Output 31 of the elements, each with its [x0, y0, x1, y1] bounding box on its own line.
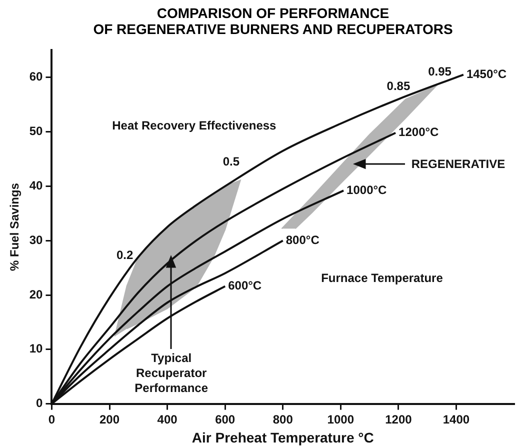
y-tick-label: 0 — [36, 396, 44, 410]
annotation: Furnace Temperature — [321, 270, 444, 285]
annotation: 0.85 — [386, 78, 410, 93]
series-label: 1200°C — [398, 125, 440, 140]
x-tick-label: 1000 — [327, 412, 354, 426]
x-axis-title: Air Preheat Temperature °C — [192, 429, 374, 446]
series-label: 800°C — [286, 232, 320, 247]
x-tick-label: 1200 — [385, 412, 412, 426]
series-label: 1000°C — [346, 182, 388, 197]
y-tick-label: 30 — [29, 232, 44, 247]
y-axis-title: % Fuel Savings — [8, 182, 22, 272]
x-tick-label: 800 — [272, 412, 294, 426]
x-tick-label: 200 — [100, 412, 120, 426]
annotation: 0.2 — [116, 248, 134, 262]
series-label: 1450°C — [466, 66, 507, 81]
annotation: REGENERATIVE — [411, 156, 506, 171]
y-tick-label: 40 — [29, 178, 44, 193]
annotation: Typical Recuperator Performance — [134, 351, 208, 396]
series-label: 600°C — [228, 278, 262, 293]
y-tick-label: 20 — [29, 287, 44, 302]
y-tick-label: 60 — [29, 70, 44, 84]
annotation: 0.95 — [428, 64, 452, 78]
x-tick-label: 1400 — [442, 412, 470, 426]
x-tick-label: 0 — [48, 412, 56, 426]
annotation: 0.5 — [222, 154, 240, 169]
y-tick-label: 10 — [29, 342, 44, 356]
x-tick-label: 600 — [215, 412, 236, 426]
y-tick-label: 50 — [29, 124, 44, 138]
x-tick-label: 400 — [157, 412, 178, 426]
annotation: Heat Recovery Effectiveness — [112, 118, 277, 133]
chart-title: COMPARISON OF PERFORMANCE OF REGENERATIVE BURNERS AND RECUPERATORS — [92, 4, 454, 39]
